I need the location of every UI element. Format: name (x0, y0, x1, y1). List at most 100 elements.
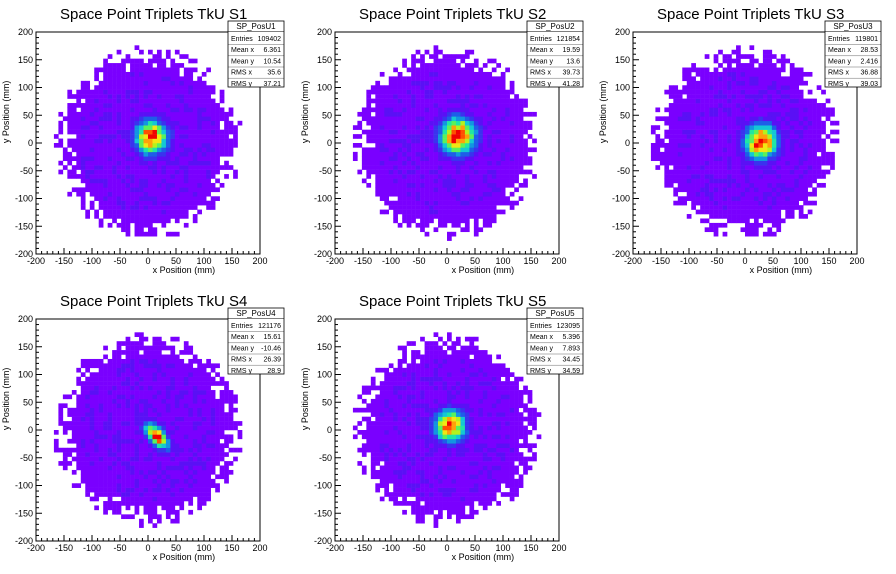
heatmap-cell (152, 456, 158, 462)
heatmap-cell (469, 125, 475, 130)
heatmap-cell (731, 67, 737, 73)
heatmap-cell (411, 58, 416, 64)
heatmap-cell (745, 71, 750, 77)
x-tick-label: 50 (171, 256, 181, 266)
heatmap-cell (812, 156, 817, 162)
heatmap-cell (148, 381, 153, 386)
heatmap-cell (89, 478, 95, 484)
heatmap-cell (673, 85, 679, 90)
heatmap-cell (713, 214, 719, 219)
heatmap-cell (460, 111, 466, 117)
heatmap-cell (451, 138, 457, 144)
heatmap-cell (370, 138, 376, 144)
heatmap-cell (139, 116, 144, 122)
heatmap-cell (709, 85, 714, 90)
heatmap-cell (174, 160, 180, 166)
heatmap-cell (794, 165, 800, 170)
heatmap-cell (722, 129, 728, 135)
heatmap-cell (179, 430, 185, 435)
heatmap-cell (420, 85, 425, 90)
heatmap-cell (125, 469, 131, 475)
heatmap-cell (469, 209, 475, 215)
heatmap-cell (464, 227, 470, 233)
heatmap-cell (704, 187, 710, 193)
heatmap-cell (152, 187, 158, 193)
heatmap-cell (121, 487, 126, 493)
heatmap-cell (500, 138, 506, 144)
heatmap-cell (473, 196, 479, 201)
heatmap-cell (103, 103, 108, 108)
heatmap-cell (130, 363, 135, 369)
heatmap-cell (116, 403, 122, 409)
heatmap-cell (112, 98, 117, 104)
heatmap-cell (130, 430, 135, 435)
heatmap-cell (789, 125, 795, 130)
heatmap-cell (749, 63, 755, 68)
heatmap-cell (825, 107, 831, 113)
heatmap-cell (397, 187, 403, 193)
heatmap-cell (67, 156, 73, 162)
heatmap-cell (130, 218, 135, 224)
heatmap-cell (112, 434, 117, 440)
heatmap-cell (206, 205, 211, 210)
heatmap-cell (460, 165, 466, 170)
heatmap-cell (388, 107, 394, 113)
heatmap-cell (107, 67, 113, 73)
heatmap-cell (161, 461, 167, 466)
heatmap-cell (740, 107, 746, 113)
heatmap-cell (152, 478, 158, 484)
heatmap-cell (487, 111, 493, 117)
heatmap-cell (197, 505, 203, 511)
heatmap-cell (433, 151, 439, 157)
heatmap-cell (420, 187, 425, 193)
heatmap-cell (121, 205, 126, 210)
heatmap-cell (455, 160, 461, 166)
heatmap-cell (183, 182, 189, 188)
heatmap-cell (691, 143, 696, 148)
heatmap-cell (478, 67, 484, 73)
heatmap-cell (740, 129, 746, 135)
heatmap-cell (718, 196, 723, 201)
heatmap-cell (210, 129, 216, 135)
heatmap-cell (80, 151, 86, 157)
heatmap-cell (80, 469, 86, 475)
heatmap-cell (94, 443, 99, 449)
heatmap-cell (722, 196, 728, 201)
heatmap-cell (107, 398, 113, 404)
heatmap-cell (500, 76, 506, 82)
heatmap-cell (206, 138, 211, 144)
heatmap-cell (165, 465, 171, 471)
heatmap-cell (650, 147, 656, 153)
heatmap-cell (812, 111, 817, 117)
x-tick-label: -150 (55, 256, 73, 266)
heatmap-cell (388, 138, 394, 144)
heatmap-cell (691, 178, 696, 184)
stats-value-entries: 119801 (855, 36, 878, 43)
heatmap-cell (143, 71, 149, 77)
heatmap-cell (103, 143, 108, 148)
heatmap-cell (112, 169, 117, 175)
heatmap-cell (58, 403, 64, 409)
heatmap-cell (736, 85, 741, 90)
heatmap-cell (352, 156, 358, 162)
heatmap-cell (174, 381, 180, 386)
stats-label-mean-x: Mean x (530, 47, 553, 54)
heatmap-cell (455, 165, 461, 170)
heatmap-cell (201, 103, 207, 108)
heatmap-cell (183, 403, 189, 409)
heatmap-cell (188, 80, 194, 86)
heatmap-cell (727, 67, 732, 73)
heatmap-cell (210, 111, 216, 117)
heatmap-cell (722, 222, 728, 228)
heatmap-cell (740, 71, 746, 77)
heatmap-cell (170, 63, 176, 68)
heatmap-cell (174, 196, 180, 201)
heatmap-cell (821, 151, 826, 157)
heatmap-cell (134, 85, 140, 90)
heatmap-cell (749, 222, 755, 228)
heatmap-cell (103, 398, 108, 404)
heatmap-cell (107, 363, 113, 369)
heatmap-cell (170, 394, 176, 400)
heatmap-cell (509, 107, 515, 113)
heatmap-cell (718, 103, 723, 108)
